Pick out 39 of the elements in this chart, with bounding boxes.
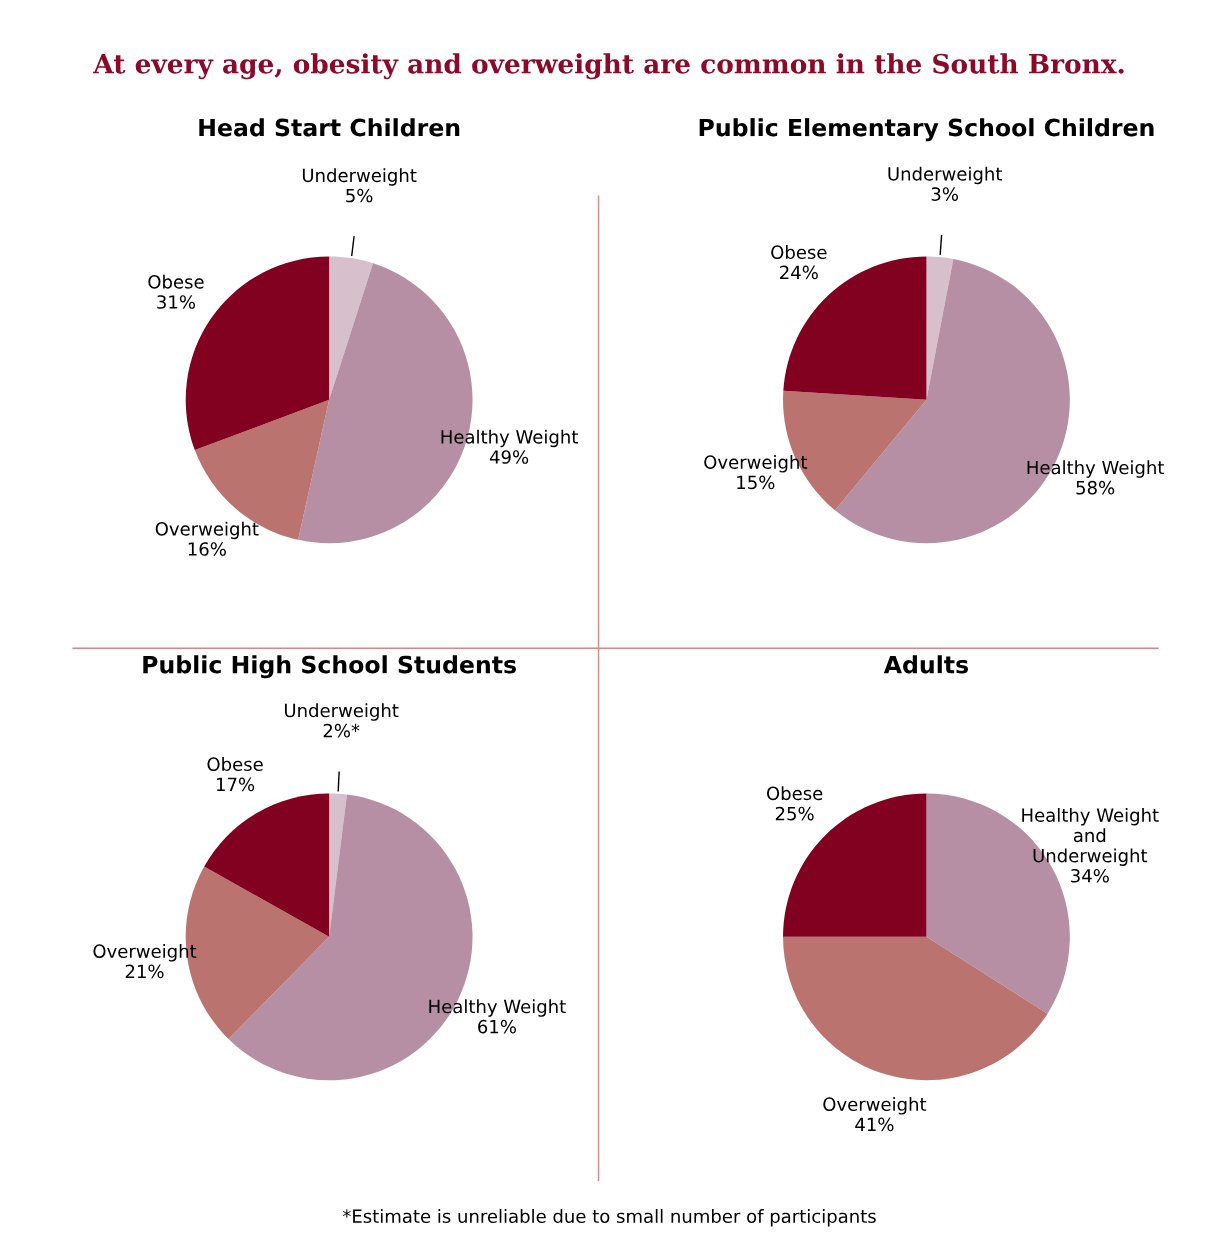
slice-label: Underweight xyxy=(284,703,399,721)
data-label: 21% xyxy=(125,964,164,979)
data-label: 3% xyxy=(931,187,958,201)
data-label: 2%* xyxy=(323,723,360,738)
slice-label: Healthy Weight xyxy=(441,429,578,448)
slice-label: Healthy Weight xyxy=(1027,460,1165,478)
pie-slice xyxy=(329,793,347,937)
slice-label: Obese xyxy=(766,786,823,801)
data-label: 24% xyxy=(780,265,818,280)
data-label: 17% xyxy=(216,777,255,792)
data-label: 61% xyxy=(478,1019,516,1034)
pie-slice xyxy=(783,936,1048,1081)
text: *Estimate is unreliable due to small number of participants xyxy=(342,1209,876,1227)
slice-label: Obese xyxy=(148,274,204,289)
data-label: 41% xyxy=(855,1117,894,1132)
slice-label: Obese xyxy=(771,245,827,260)
text: At every age, obesity and overweight are common in the South Bronx. xyxy=(93,53,1124,80)
data-label: 25% xyxy=(775,806,814,821)
slice-label: Underweight xyxy=(302,168,417,186)
pie-slice xyxy=(926,256,954,400)
data-label: 31% xyxy=(157,295,196,309)
data-label: 16% xyxy=(188,542,226,556)
data-label: 15% xyxy=(737,475,775,490)
data-label: 49% xyxy=(489,450,529,464)
slice-label: Healthy Weight and Underweight xyxy=(1022,807,1159,866)
slice-label: Obese xyxy=(207,757,263,772)
chart-title: Public High School Students xyxy=(143,655,516,679)
slice-label: Healthy Weight xyxy=(429,999,566,1017)
slice-label: Underweight xyxy=(888,166,1002,185)
chart-title: Adults xyxy=(883,655,969,674)
slice-label: Overweight xyxy=(155,521,259,540)
slice-label: Overweight xyxy=(823,1097,927,1115)
pie-slice xyxy=(204,793,330,937)
chart-title: Public Elementary School Children xyxy=(699,118,1154,142)
pie-slice xyxy=(329,256,374,400)
data-label: 58% xyxy=(1076,480,1115,495)
data-label: 5% xyxy=(346,188,373,203)
data-label: 34% xyxy=(1071,868,1109,883)
chart-title: Head Start Children xyxy=(199,118,460,137)
